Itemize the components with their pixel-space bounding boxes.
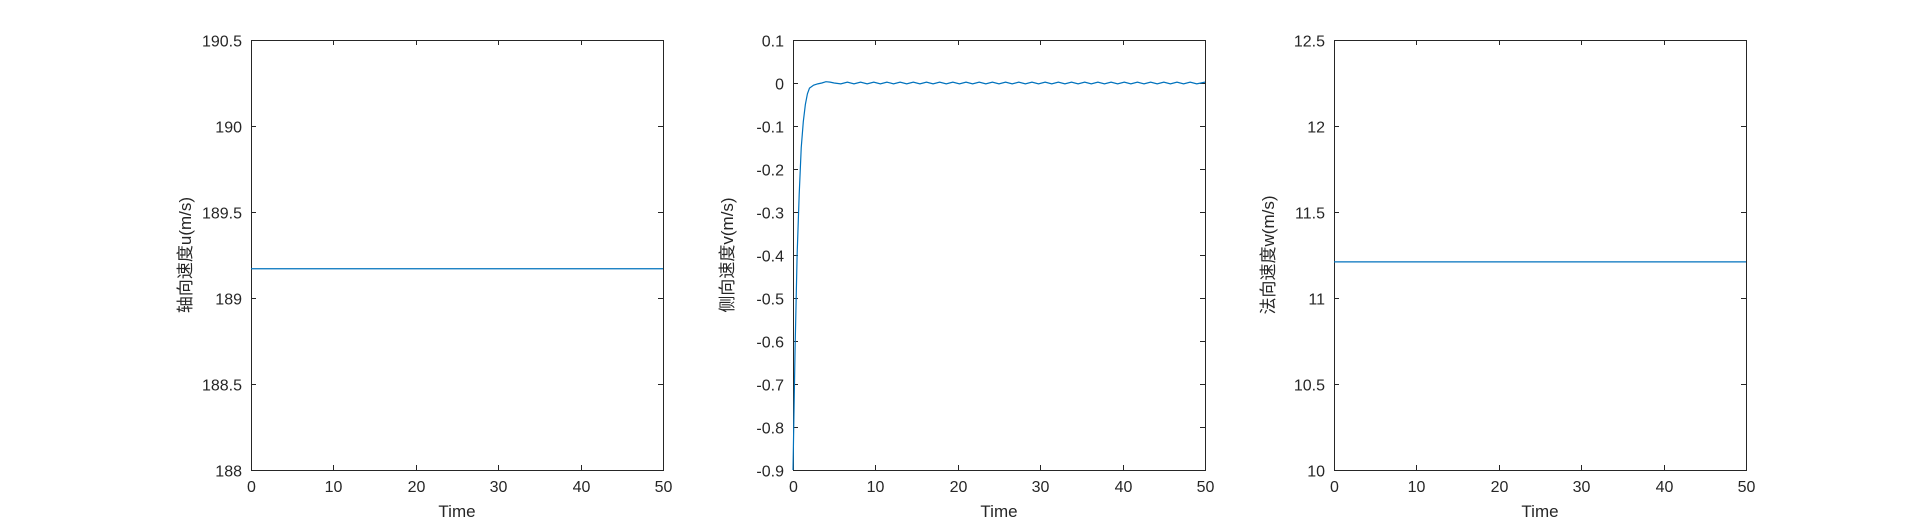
x-tick-label: 30 — [490, 479, 508, 496]
series-line — [792, 81, 1206, 471]
y-tick-label: 188.5 — [202, 378, 242, 395]
y-tick-label: -0.6 — [756, 335, 784, 352]
y-tick-label: 0 — [775, 77, 784, 94]
y-tick-label: 0.1 — [762, 34, 784, 51]
y-tick-label: 188 — [215, 464, 242, 481]
x-axis-label: Time — [980, 502, 1017, 521]
x-tick-label: 20 — [1491, 479, 1509, 496]
y-tick-label: 190 — [215, 120, 242, 137]
y-tick-label: 12 — [1307, 120, 1325, 137]
x-tick-label: 10 — [867, 479, 885, 496]
plot-area — [1334, 40, 1747, 471]
x-tick-label: 40 — [573, 479, 591, 496]
x-tick-label: 0 — [1330, 479, 1339, 496]
x-tick-label: 20 — [950, 479, 968, 496]
y-tick-label: 10 — [1307, 464, 1325, 481]
x-tick-label: 0 — [789, 479, 798, 496]
y-tick-label: 11 — [1308, 292, 1325, 309]
y-tick-label: 11.5 — [1295, 206, 1325, 223]
x-axis-label: Time — [438, 502, 475, 521]
y-axis-label: 法向速度w(m/s) — [1259, 196, 1278, 315]
x-tick-label: 30 — [1573, 479, 1591, 496]
x-tick-label: 20 — [408, 479, 426, 496]
y-tick-label: 190.5 — [202, 34, 242, 51]
y-tick-label: -0.7 — [756, 378, 784, 395]
plot-area — [793, 40, 1206, 471]
x-axis-label: Time — [1521, 502, 1558, 521]
y-tick-label: -0.8 — [756, 421, 784, 438]
y-tick-label: 189 — [215, 292, 242, 309]
y-tick-label: 12.5 — [1294, 34, 1325, 51]
y-axis-label: 轴向速度u(m/s) — [176, 197, 195, 313]
chart-1: 0 10 20 30 40 50 188 188.5 189 189.5 190 190.5 Time 轴… — [176, 34, 673, 522]
x-tick-label: 30 — [1032, 479, 1050, 496]
y-tick-label: -0.2 — [756, 163, 784, 180]
x-tick-label: 40 — [1115, 479, 1133, 496]
y-tick-label: -0.5 — [756, 292, 784, 309]
y-tick-label: 189.5 — [202, 206, 242, 223]
chart-3: 0 10 20 30 40 50 10 10.5 11 11.5 12 12.5 Time 法向速度w(m… — [1259, 34, 1756, 522]
y-tick-label: -0.1 — [756, 120, 784, 137]
y-tick-label: -0.4 — [756, 249, 784, 266]
x-tick-label: 50 — [655, 479, 673, 496]
y-axis-label: 侧向速度v(m/s) — [718, 197, 737, 312]
x-tick-label: 40 — [1656, 479, 1674, 496]
y-tick-label: -0.9 — [756, 464, 784, 481]
x-tick-label: 0 — [247, 479, 256, 496]
x-tick-label: 50 — [1197, 479, 1215, 496]
x-tick-label: 50 — [1738, 479, 1756, 496]
plot-area — [251, 40, 664, 471]
x-tick-label: 10 — [1408, 479, 1426, 496]
x-tick-label: 10 — [325, 479, 343, 496]
y-tick-label: -0.3 — [756, 206, 784, 223]
y-tick-label: 10.5 — [1294, 378, 1325, 395]
chart-2: 0 10 20 30 40 50 -0.9 -0.8 -0.7 -0.6 -0.5 -0.4 -0.3 -… — [718, 34, 1215, 522]
